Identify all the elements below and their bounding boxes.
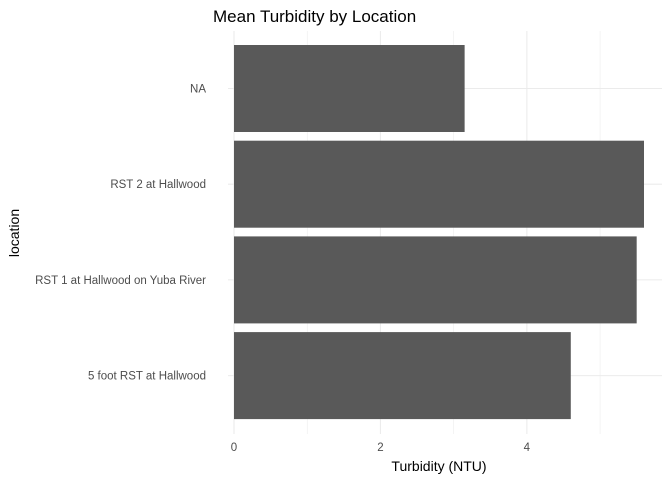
x-tick-label: 4 bbox=[524, 442, 531, 454]
y-tick-labels: 5 foot RST at Hallwood RST 1 at Hallwood … bbox=[35, 84, 206, 383]
y-tick-label: RST 2 at Hallwood bbox=[110, 179, 206, 191]
bars bbox=[234, 45, 644, 420]
x-tick-label: 0 bbox=[231, 442, 237, 454]
y-axis-title: location bbox=[6, 209, 22, 257]
bar bbox=[234, 45, 465, 132]
y-tick-label: NA bbox=[190, 84, 206, 96]
bar bbox=[234, 332, 571, 420]
y-tick-label: RST 1 at Hallwood on Yuba River bbox=[35, 275, 206, 287]
x-tick-labels: 0 2 4 bbox=[231, 442, 531, 454]
y-tick-label: 5 foot RST at Hallwood bbox=[88, 371, 206, 383]
bar bbox=[234, 140, 644, 228]
chart-title: Mean Turbidity by Location bbox=[213, 7, 416, 26]
x-tick-label: 2 bbox=[377, 442, 383, 454]
x-axis-title: Turbidity (NTU) bbox=[391, 458, 486, 474]
bar bbox=[234, 236, 637, 324]
